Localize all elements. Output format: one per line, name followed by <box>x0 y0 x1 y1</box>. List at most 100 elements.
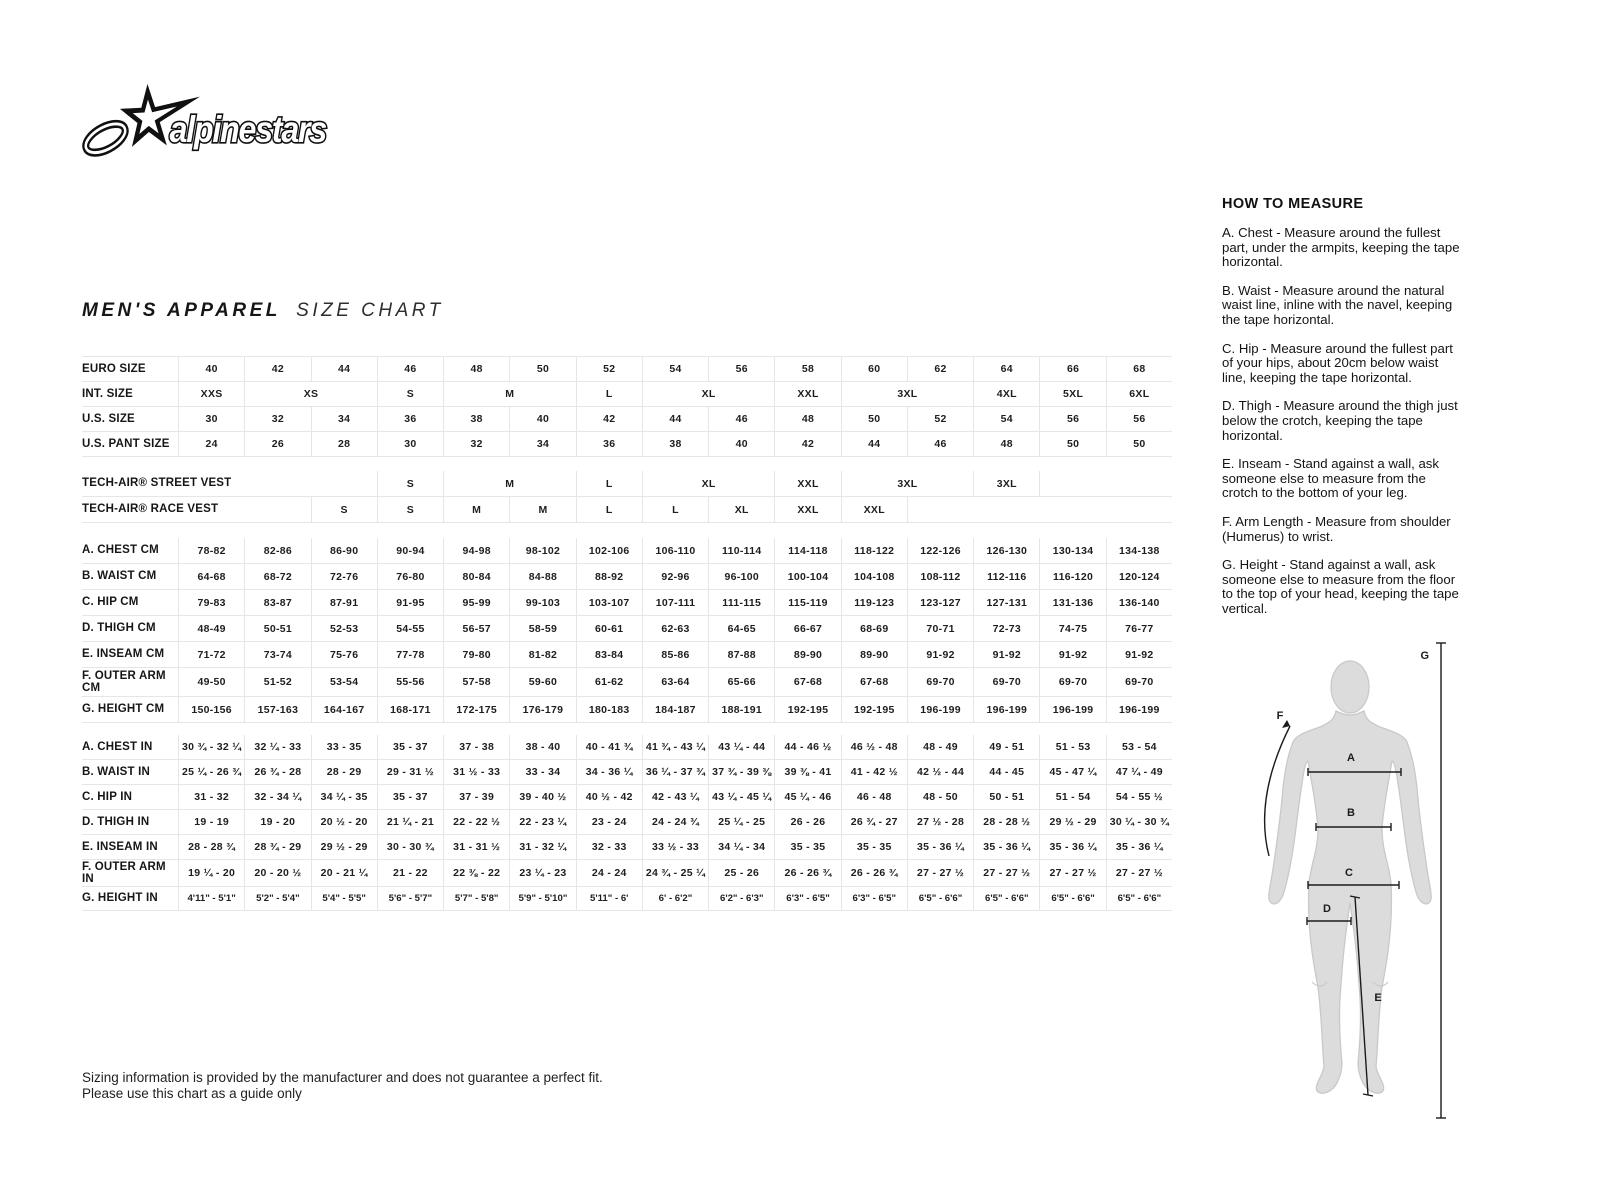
size-cell: XXS <box>178 382 244 406</box>
size-cell: 23 ¼ - 23 <box>509 860 575 886</box>
row-label: G. HEIGHT IN <box>82 892 158 905</box>
size-cell: 37 - 39 <box>443 785 509 809</box>
size-cell: 33 ½ - 33 <box>641 835 708 859</box>
table-row: G. HEIGHT IN 4'11" - 5'1" 5'2" - 5'4" 5'4" … <box>82 887 1172 911</box>
size-cell: 192-195 <box>774 697 840 722</box>
size-cell: XXL <box>840 497 907 522</box>
size-cell: 103-107 <box>575 590 642 615</box>
size-cell: 38 - 40 <box>509 735 575 759</box>
size-cell: 106-110 <box>641 538 708 563</box>
size-cell: 65-66 <box>708 668 774 696</box>
size-cell: 196-199 <box>906 697 973 722</box>
size-cell: 27 - 27 ½ <box>1105 860 1172 886</box>
size-cell: 27 - 27 ½ <box>973 860 1039 886</box>
measure-instruction: D. Thigh - Measure around the thigh just… <box>1222 398 1458 443</box>
size-cell: 68-69 <box>840 616 907 641</box>
size-cell: 40 <box>509 407 575 431</box>
size-cell: XXL <box>774 382 840 406</box>
size-cell: 4'11" - 5'1" <box>178 887 244 910</box>
label-c: C <box>1345 867 1353 879</box>
size-cell: 102-106 <box>575 538 642 563</box>
size-cell: 6'3" - 6'5" <box>840 887 907 910</box>
size-cell: 73-74 <box>244 642 310 667</box>
table-row: F. OUTER ARM CM 49-50 51-52 53-54 55-56 57-58… <box>82 668 1172 697</box>
size-cell: 47 ¼ - 49 <box>1105 760 1172 784</box>
measurement-lines <box>1263 642 1446 1119</box>
size-cell: L <box>575 497 642 522</box>
size-cell: S <box>376 471 443 496</box>
table-row: E. INSEAM CM 71-72 73-74 75-76 77-78 79-80 81-… <box>82 642 1172 668</box>
size-cell: 6'3" - 6'5" <box>774 887 840 910</box>
size-cell: M <box>443 471 576 496</box>
size-cell: 28 <box>310 432 377 456</box>
size-cell: 21 - 22 <box>376 860 443 886</box>
size-cell: 42 <box>575 407 642 431</box>
size-cell: 127-131 <box>973 590 1039 615</box>
size-cell: 34 <box>310 407 377 431</box>
size-cell: XL <box>641 471 775 496</box>
size-cell: 63-64 <box>641 668 708 696</box>
size-cell: 130-134 <box>1039 538 1105 563</box>
size-cell: 39 - 40 ½ <box>509 785 575 809</box>
disclaimer-line1: Sizing information is provided by the ma… <box>82 1070 603 1085</box>
size-cell: 22 - 22 ½ <box>443 810 509 834</box>
size-cell: 41 ¾ - 43 ¼ <box>641 735 708 759</box>
size-cell: 50 - 51 <box>973 785 1039 809</box>
size-cell: 5'11" - 6' <box>575 887 642 910</box>
row-label: E. INSEAM IN <box>82 840 158 853</box>
size-cell: 6XL <box>1105 382 1172 406</box>
size-cell: 114-118 <box>774 538 840 563</box>
label-e: E <box>1374 992 1381 1004</box>
row-label: C. HIP IN <box>82 790 133 803</box>
size-cell: 89-90 <box>774 642 840 667</box>
size-cell: 68 <box>1105 357 1172 381</box>
size-cell: 86-90 <box>310 538 377 563</box>
size-cell: 5'2" - 5'4" <box>244 887 310 910</box>
measure-instruction: G. Height - Stand against a wall, ask so… <box>1222 557 1459 616</box>
size-cell: 20 - 20 ½ <box>244 860 310 886</box>
row-label: U.S. SIZE <box>82 412 135 425</box>
table-row: U.S. SIZE 30 32 34 36 38 40 42 44 46 48 50 52 54 56 56 <box>82 407 1172 432</box>
table-row: U.S. PANT SIZE 24 26 28 30 32 34 36 38 40 42 44 46 48… <box>82 432 1172 457</box>
table-row: TECH-AIR® RACE VEST S S M M L L XL XXL XXL <box>82 497 1172 523</box>
size-cell: L <box>641 497 708 522</box>
size-cell: 26 <box>244 432 310 456</box>
size-cell: 61-62 <box>575 668 642 696</box>
size-cell: 64 <box>973 357 1039 381</box>
size-cell: 91-92 <box>973 642 1039 667</box>
size-cell: 26 - 26 ¾ <box>774 860 840 886</box>
measure-instruction: F. Arm Length - Measure from shoulder (H… <box>1222 513 1451 544</box>
size-cell: 46 - 48 <box>840 785 907 809</box>
size-cell: 35 - 36 ¼ <box>973 835 1039 859</box>
size-cell: 72-76 <box>310 564 377 589</box>
how-to-measure-instructions: A. Chest - Measure around the fullest pa… <box>1222 225 1460 616</box>
size-cell: 83-87 <box>244 590 310 615</box>
size-cell: 55-56 <box>376 668 443 696</box>
size-cell: XXL <box>774 471 840 496</box>
size-cell: 3XL <box>840 471 974 496</box>
size-cell: 48 <box>443 357 509 381</box>
measure-instruction: A. Chest - Measure around the fullest pa… <box>1222 225 1460 270</box>
table-row: C. HIP IN 31 - 32 32 - 34 ¼ 34 ¼ - 35 35 - 3… <box>82 785 1172 810</box>
row-label: A. CHEST CM <box>82 544 159 557</box>
row-label: B. WAIST IN <box>82 765 151 778</box>
size-cell: 92-96 <box>641 564 708 589</box>
size-cell: 32 - 33 <box>575 835 642 859</box>
table-row: F. OUTER ARM IN 19 ¼ - 20 20 - 20 ½ 20 - 21… <box>82 860 1172 887</box>
size-cell: 35 - 36 ¼ <box>1039 835 1105 859</box>
size-cell: 60-61 <box>575 616 642 641</box>
row-label: U.S. PANT SIZE <box>82 437 170 450</box>
size-cell: 33 - 34 <box>509 760 575 784</box>
table-row: A. CHEST CM 78-82 82-86 86-90 90-94 94-98 98-1… <box>82 538 1172 564</box>
size-cell: 3XL <box>973 471 1039 496</box>
size-cell: 35 - 35 <box>774 835 840 859</box>
size-cell: 40 <box>178 357 244 381</box>
size-cell: 168-171 <box>376 697 443 722</box>
size-cell: 46 <box>906 432 973 456</box>
size-cell: 99-103 <box>509 590 575 615</box>
size-cell: 72-73 <box>973 616 1039 641</box>
size-cell: 45 - 47 ¼ <box>1039 760 1105 784</box>
size-cell: 5'7" - 5'8" <box>443 887 509 910</box>
size-cell: 94-98 <box>443 538 509 563</box>
size-cell: XXL <box>774 497 840 522</box>
